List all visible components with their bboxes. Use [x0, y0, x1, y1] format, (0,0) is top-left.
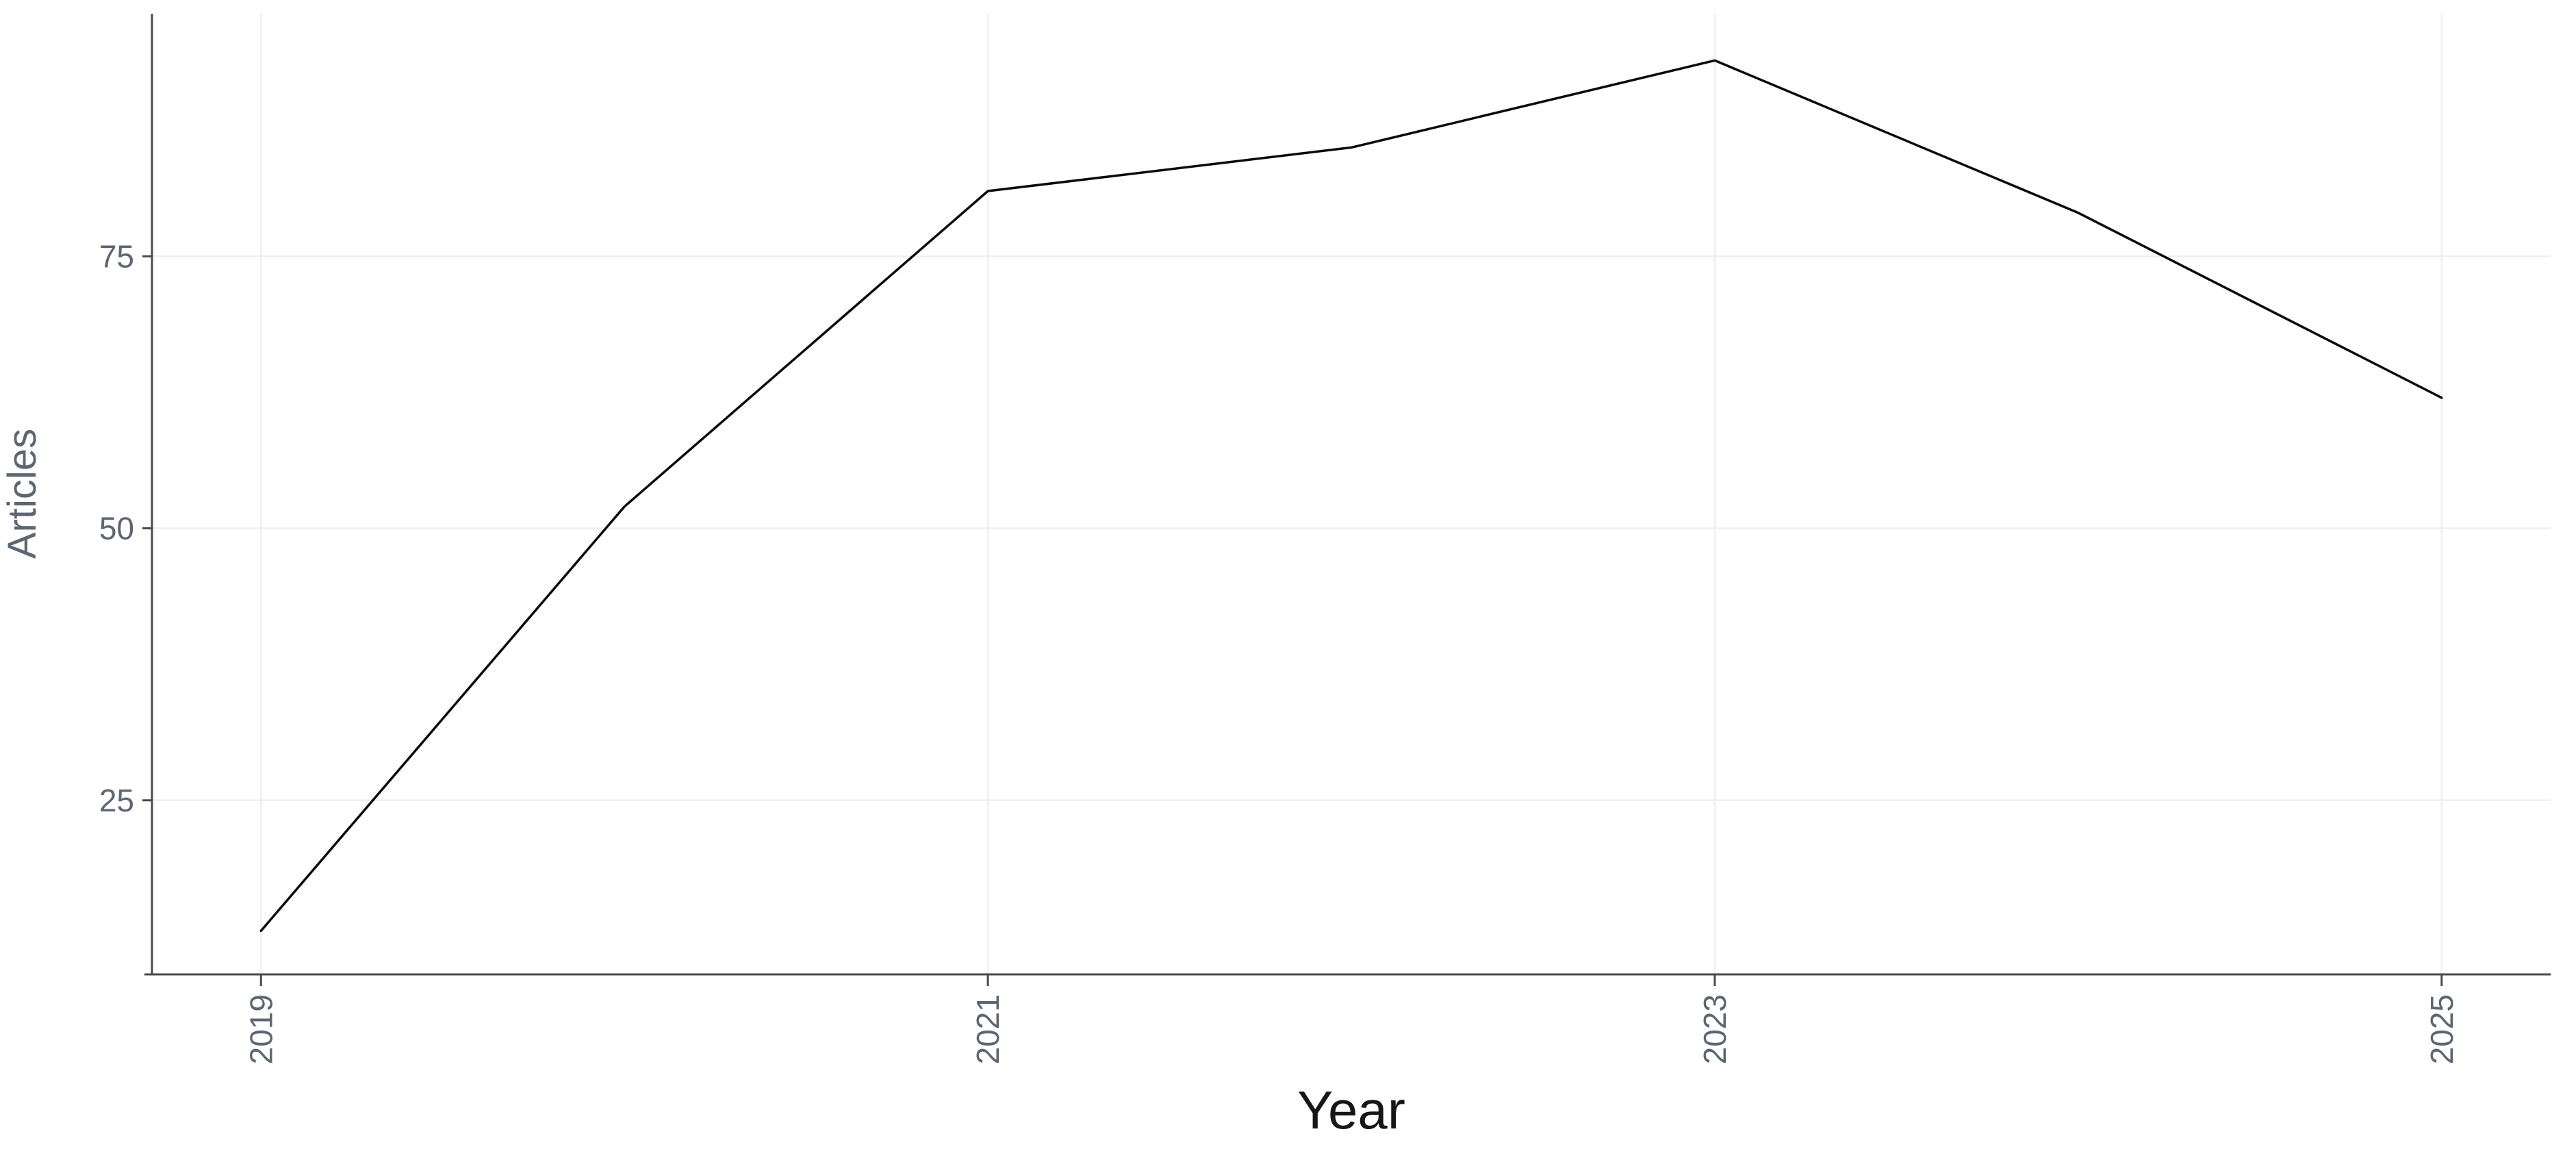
data-line: [259, 59, 2443, 933]
x-tick-label: 2023: [1697, 994, 1733, 1064]
y-tick-label: 25: [99, 783, 134, 818]
y-tick-label: 75: [99, 238, 134, 274]
x-tick-label: 2019: [243, 994, 279, 1064]
gridlines-group: [152, 14, 2551, 974]
axes-group: [142, 14, 2551, 986]
x-axis-title: Year: [1297, 1080, 1405, 1140]
x-tick-label: 2021: [970, 994, 1006, 1064]
data-series-group: [259, 59, 2443, 933]
y-tick-label: 50: [99, 511, 134, 546]
tick-labels-group: 2019 2021 2023 2025 25 50 75: [99, 238, 2460, 1064]
y-axis-title: Articles: [0, 429, 44, 559]
x-tick-label: 2025: [2424, 994, 2460, 1064]
